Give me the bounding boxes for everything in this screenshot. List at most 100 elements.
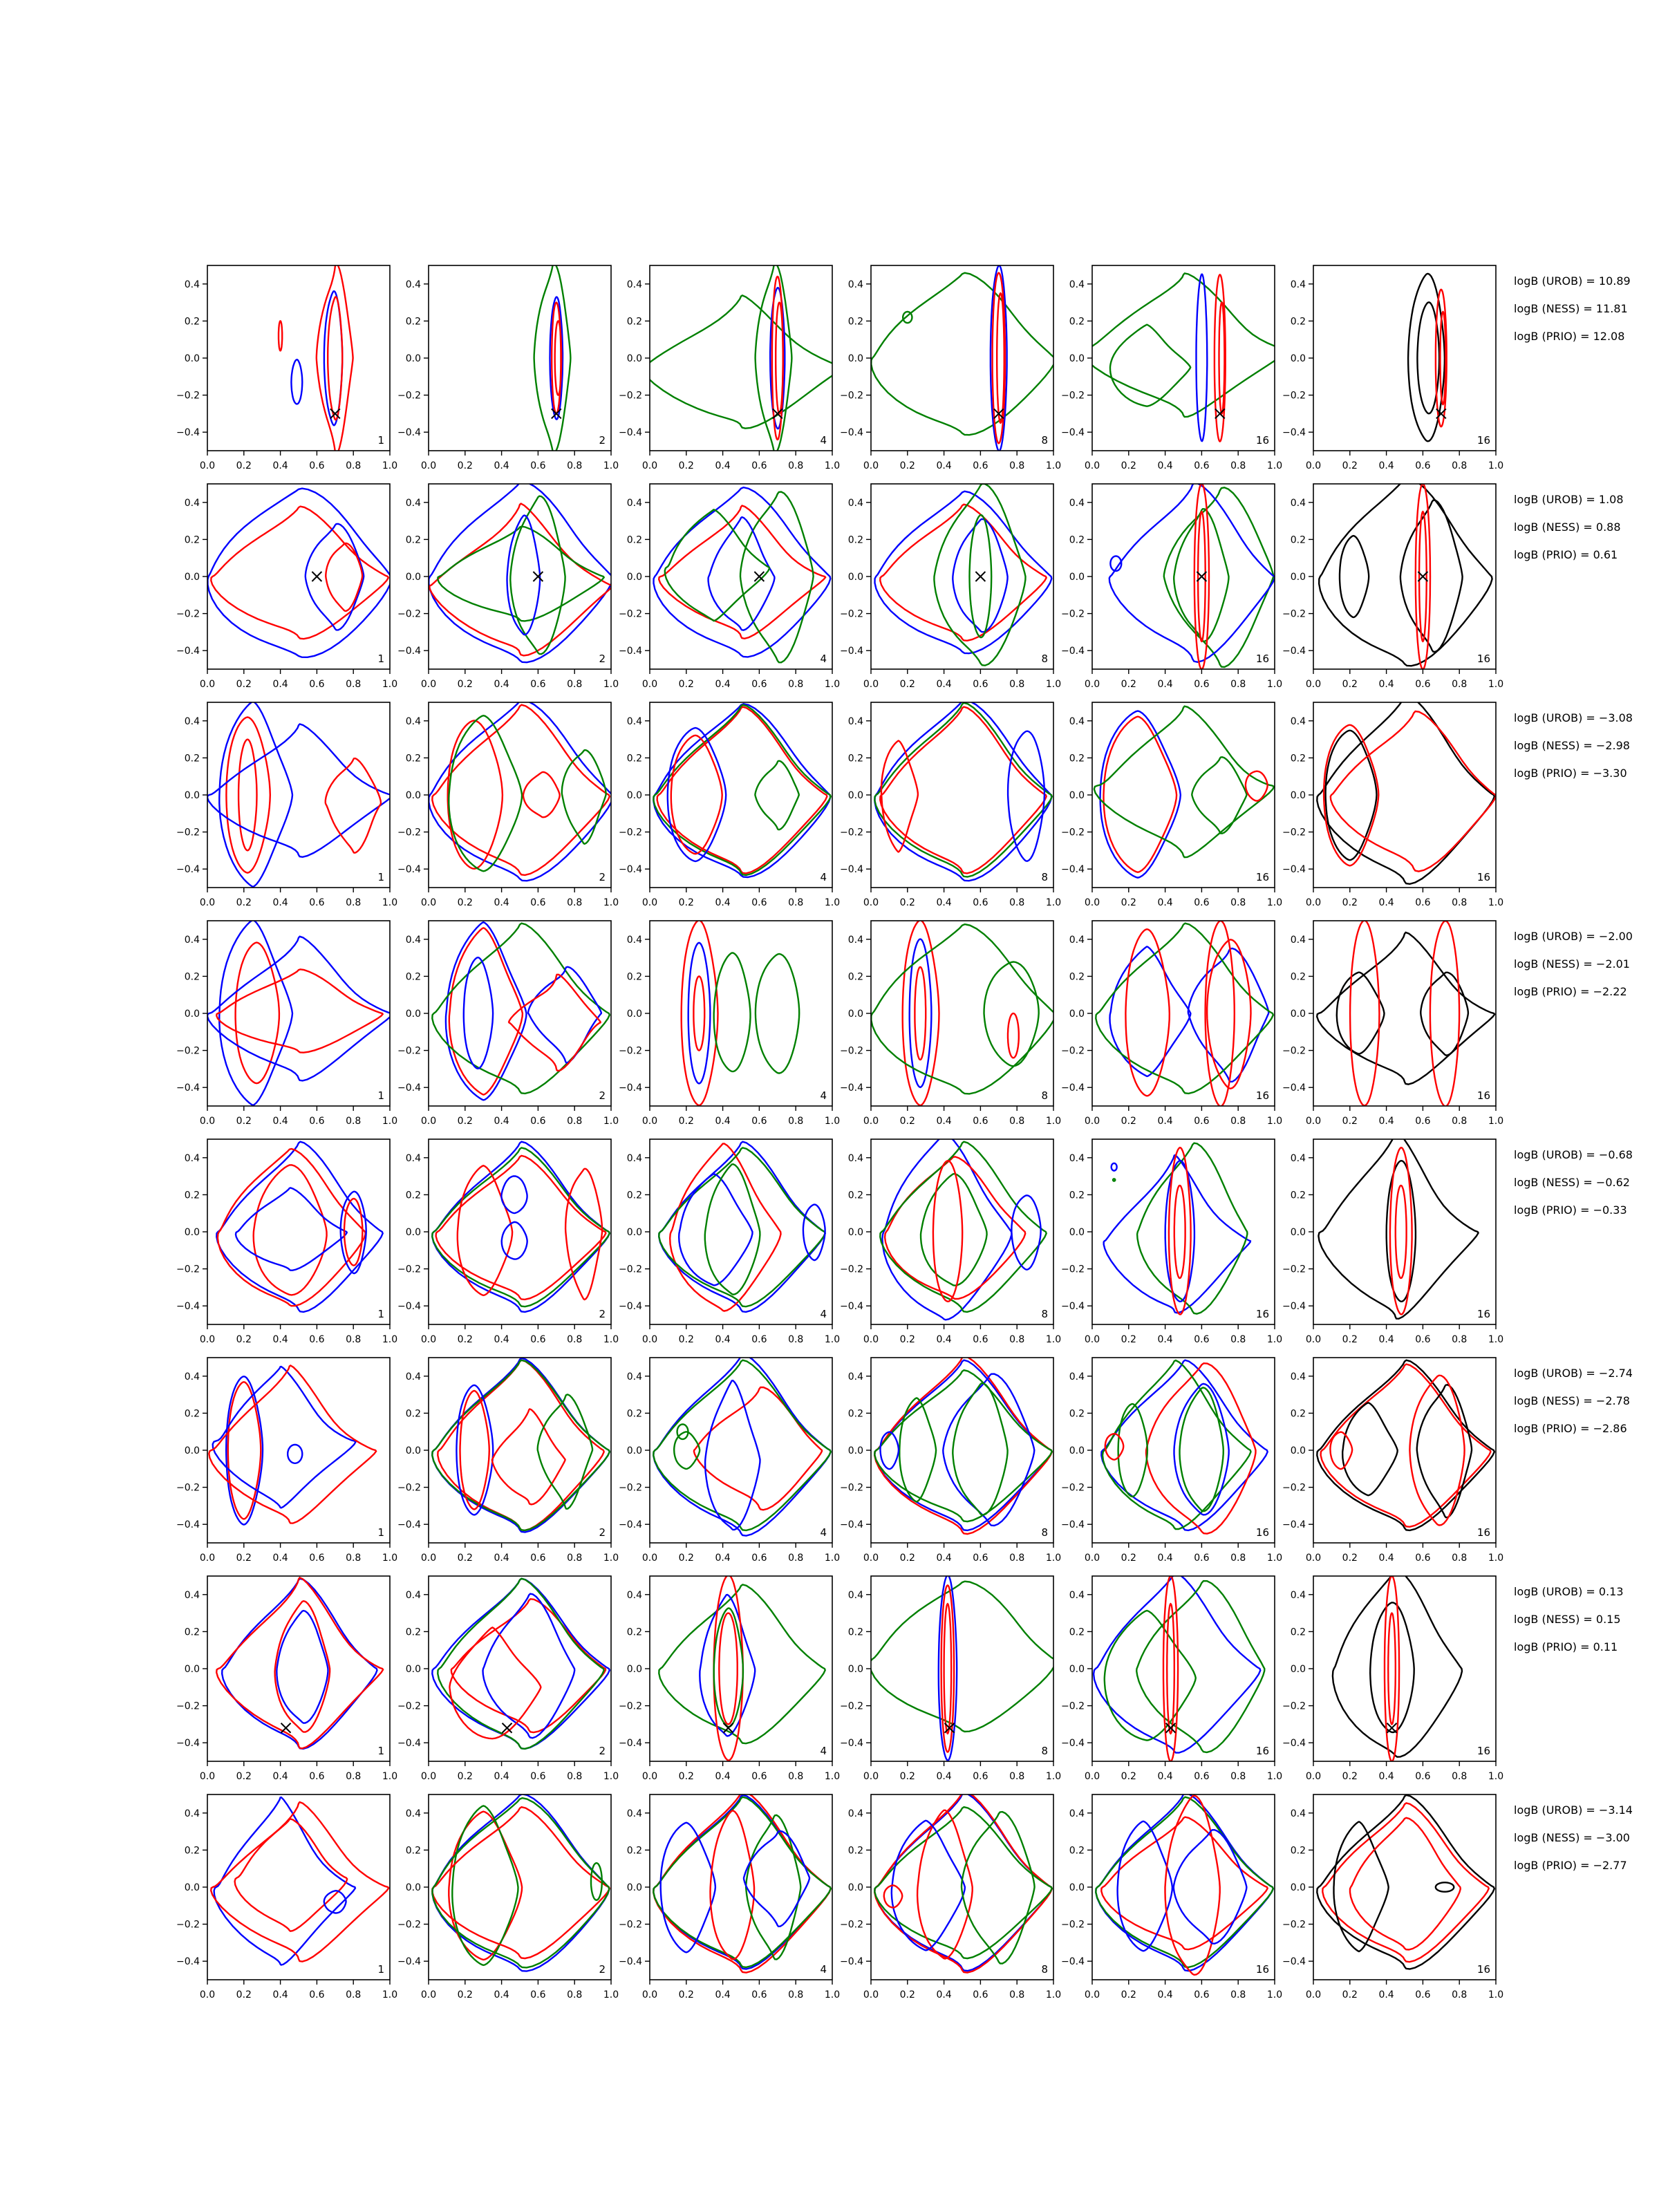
x-tick-label: 0.2 <box>1121 897 1136 908</box>
contour-b-6 <box>339 1190 367 1275</box>
y-tick-label: −0.4 <box>1282 1519 1306 1530</box>
x-tick-label: 0.8 <box>1230 1989 1246 2000</box>
contour-r-2 <box>448 927 524 1096</box>
y-tick-label: −0.2 <box>619 609 642 620</box>
y-tick-label: −0.2 <box>1282 1264 1306 1275</box>
y-tick-label: −0.2 <box>1061 391 1085 402</box>
y-tick-label: 0.0 <box>1291 790 1306 801</box>
contour-r-2 <box>1100 1816 1269 1951</box>
y-tick-label: 0.2 <box>406 534 421 545</box>
y-tick-label: 0.4 <box>1069 1371 1085 1382</box>
subplot-r4-c5: 0.0 0.2 0.4 0.6 0.8 1.0 0.4 0.2 0.0 −0.2 −0.4 16 <box>1061 920 1282 1127</box>
contour-r-2 <box>437 1359 605 1532</box>
x-tick-label: 0.0 <box>421 1771 436 1782</box>
contour-k-3 <box>1333 1821 1389 1953</box>
y-tick-label: 0.0 <box>185 790 200 801</box>
contour-g-1 <box>871 272 1053 436</box>
y-tick-label: −0.2 <box>1061 609 1085 620</box>
contour-g-5 <box>704 1163 761 1295</box>
x-tick-label: 0.0 <box>200 1334 215 1345</box>
x-tick-label: 0.6 <box>1415 1116 1430 1127</box>
contour-k-1 <box>1316 702 1496 885</box>
contour-r-3 <box>914 966 927 1061</box>
contour-r-4 <box>670 734 723 855</box>
contour-group <box>431 1794 611 1972</box>
panel-sample-label: 16 <box>1256 434 1269 447</box>
logB-annotations-row-5: logB (UROB) = −0.68 logB (NESS) = −0.62 lo… <box>1514 1148 1633 1217</box>
y-tick-label: 0.4 <box>1069 279 1085 290</box>
panel-sample-label: 8 <box>1041 1089 1048 1102</box>
y-tick-label: −0.4 <box>397 864 421 875</box>
contour-g-1 <box>650 294 832 429</box>
contour-group <box>1318 1139 1479 1320</box>
subplot-r8-c1: 0.0 0.2 0.4 0.6 0.8 1.0 0.4 0.2 0.0 −0.2 −0.4 1 <box>176 1794 397 2000</box>
x-tick-label: 0.4 <box>715 1553 730 1564</box>
x-tick-label: 0.8 <box>1230 679 1246 690</box>
subplot-frame <box>207 1575 391 1762</box>
y-tick-label: 0.4 <box>848 935 863 946</box>
y-tick-label: 0.4 <box>185 279 200 290</box>
y-tick-label: −0.2 <box>619 1701 642 1712</box>
x-tick-label: 0.8 <box>1452 679 1467 690</box>
contour-r-3 <box>237 738 258 852</box>
logB-value: logB (UROB) = 10.89 <box>1514 274 1631 288</box>
subplot-frame <box>649 1138 833 1325</box>
contour-group <box>653 486 832 664</box>
y-tick-label: 0.0 <box>627 353 642 364</box>
x-tick-label: 0.8 <box>788 1116 803 1127</box>
subplot-r6-c2: 0.0 0.2 0.4 0.6 0.8 1.0 0.4 0.2 0.0 −0.2 −0.4 2 <box>397 1357 619 1564</box>
contour-g-4 <box>713 952 751 1073</box>
contour-k-1 <box>1318 484 1493 667</box>
x-tick-label: 0.4 <box>1157 1989 1172 2000</box>
x-tick-label: 0.8 <box>1009 679 1024 690</box>
contour-g-4 <box>919 1172 988 1286</box>
contour-g-3 <box>431 1147 611 1308</box>
y-tick-label: −0.2 <box>1282 1920 1306 1931</box>
y-tick-label: 0.0 <box>185 572 200 583</box>
y-tick-label: 0.0 <box>406 790 421 801</box>
x-tick-label: 0.0 <box>1306 897 1321 908</box>
x-tick-label: 0.6 <box>1415 1989 1430 2000</box>
contour-b-4 <box>1006 730 1046 862</box>
logB-annotations-row-7: logB (UROB) = 0.13 logB (NESS) = 0.15 logB… <box>1514 1585 1624 1653</box>
contour-g-3 <box>1095 1796 1275 1969</box>
contour-r-5 <box>459 1389 491 1510</box>
x-tick-label: 0.4 <box>936 679 951 690</box>
panel-sample-label: 4 <box>820 434 827 447</box>
logB-annotations-row-3: logB (UROB) = −3.08 logB (NESS) = −2.98 lo… <box>1514 711 1633 780</box>
y-tick-label: −0.4 <box>1061 864 1085 875</box>
x-tick-label: 1.0 <box>603 1989 619 2000</box>
x-tick-label: 0.4 <box>1157 1553 1172 1564</box>
y-tick-label: 0.4 <box>185 1153 200 1164</box>
contour-r-5 <box>343 1197 364 1266</box>
y-tick-label: 0.2 <box>1069 316 1085 327</box>
x-tick-label: 0.2 <box>458 1989 473 2000</box>
panel-sample-label: 1 <box>377 434 384 447</box>
contour-r-2 <box>234 941 281 1085</box>
contour-g-3 <box>658 1147 827 1308</box>
contour-g-5 <box>713 1607 744 1728</box>
y-tick-label: 0.2 <box>848 1627 863 1638</box>
x-tick-label: 0.4 <box>272 1989 288 2000</box>
x-tick-label: 0.4 <box>1378 1771 1394 1782</box>
panel-sample-label: 8 <box>1041 1308 1048 1320</box>
y-tick-label: −0.4 <box>619 864 642 875</box>
x-tick-label: 0.4 <box>936 1116 951 1127</box>
contour-r-6 <box>507 973 601 1072</box>
contour-b-1 <box>429 702 611 882</box>
x-tick-label: 0.4 <box>715 1334 730 1345</box>
x-tick-label: 0.0 <box>421 1334 436 1345</box>
x-tick-label: 0.0 <box>421 1553 436 1564</box>
y-tick-label: −0.2 <box>397 1920 421 1931</box>
contour-group <box>1103 1142 1252 1315</box>
true-value-marker <box>1417 571 1429 582</box>
subplot-frame <box>649 265 833 451</box>
subplot-r1-c2: 0.0 0.2 0.4 0.6 0.8 1.0 0.4 0.2 0.0 −0.2 −0.4 2 <box>397 265 619 471</box>
x-tick-label: 0.4 <box>494 1334 509 1345</box>
x-tick-label: 1.0 <box>1046 679 1061 690</box>
x-tick-label: 0.4 <box>1378 679 1394 690</box>
contour-k-3 <box>1399 499 1463 653</box>
true-value-marker <box>772 408 783 420</box>
x-tick-label: 1.0 <box>1046 1771 1061 1782</box>
contour-r-4 <box>1125 928 1171 1097</box>
